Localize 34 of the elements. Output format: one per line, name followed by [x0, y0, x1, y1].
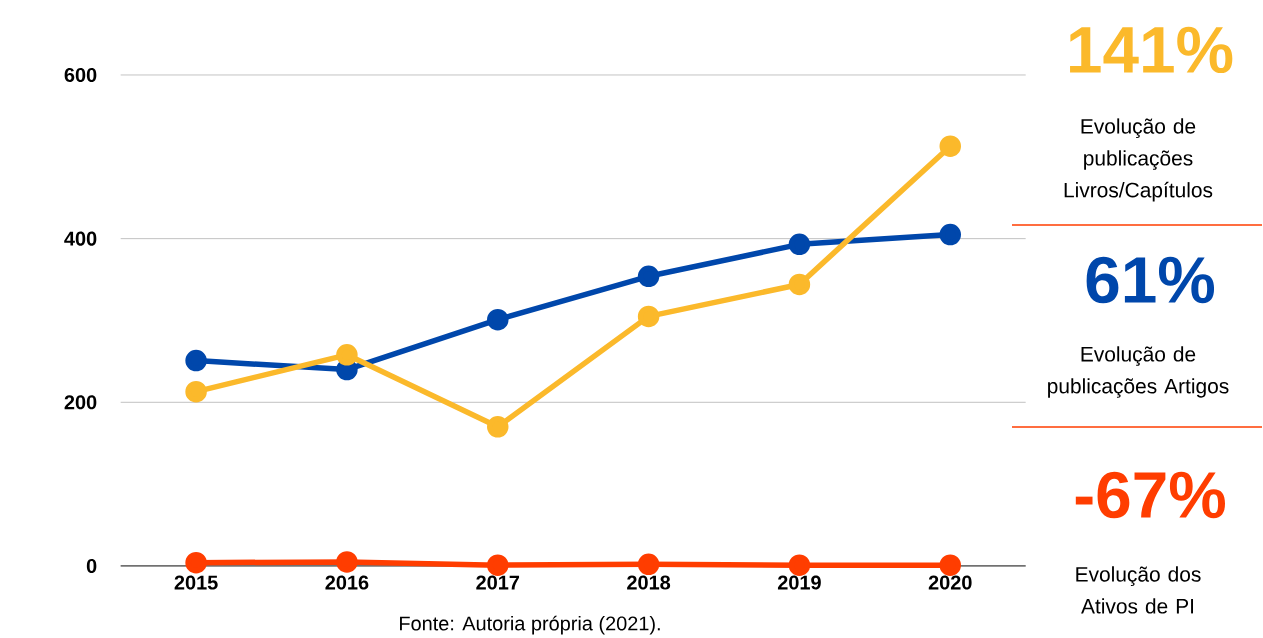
y-tick-label: 600 [64, 67, 97, 83]
x-tick-label: 2018 [627, 575, 671, 590]
text: Evolução de publicações Livros/Capítulos [1064, 118, 1213, 202]
x-tick-label: 2015 [174, 575, 218, 590]
text: Evolução dos Ativos de PI [1076, 566, 1201, 614]
x-tick-label: 2019 [777, 575, 821, 590]
x-tick-label: 2017 [476, 575, 520, 590]
point [336, 551, 358, 573]
point [637, 305, 660, 328]
x-tick-label: 2016 [325, 575, 369, 590]
point [185, 551, 207, 574]
point [788, 233, 811, 256]
point [185, 380, 207, 403]
point [939, 223, 962, 246]
point [788, 554, 811, 576]
point [788, 273, 811, 296]
source-note: Fonte: Autoria própria (2021). [400, 615, 660, 635]
point [487, 308, 509, 331]
point [637, 553, 660, 576]
text: Evolução de publicações Artigos [1048, 346, 1229, 398]
point [487, 554, 509, 576]
point [185, 349, 207, 372]
point [336, 344, 358, 366]
text: -67% [1075, 471, 1225, 519]
y-tick-label: 0 [86, 558, 97, 574]
y-tick-label: 400 [64, 231, 97, 246]
y-tick-label: 200 [64, 395, 97, 410]
point [487, 416, 509, 438]
point [939, 135, 962, 157]
text: 61% [1086, 256, 1215, 304]
x-tick-label: 2020 [928, 575, 972, 590]
text: 141% [1070, 26, 1233, 74]
point [637, 265, 660, 288]
point [939, 554, 962, 576]
